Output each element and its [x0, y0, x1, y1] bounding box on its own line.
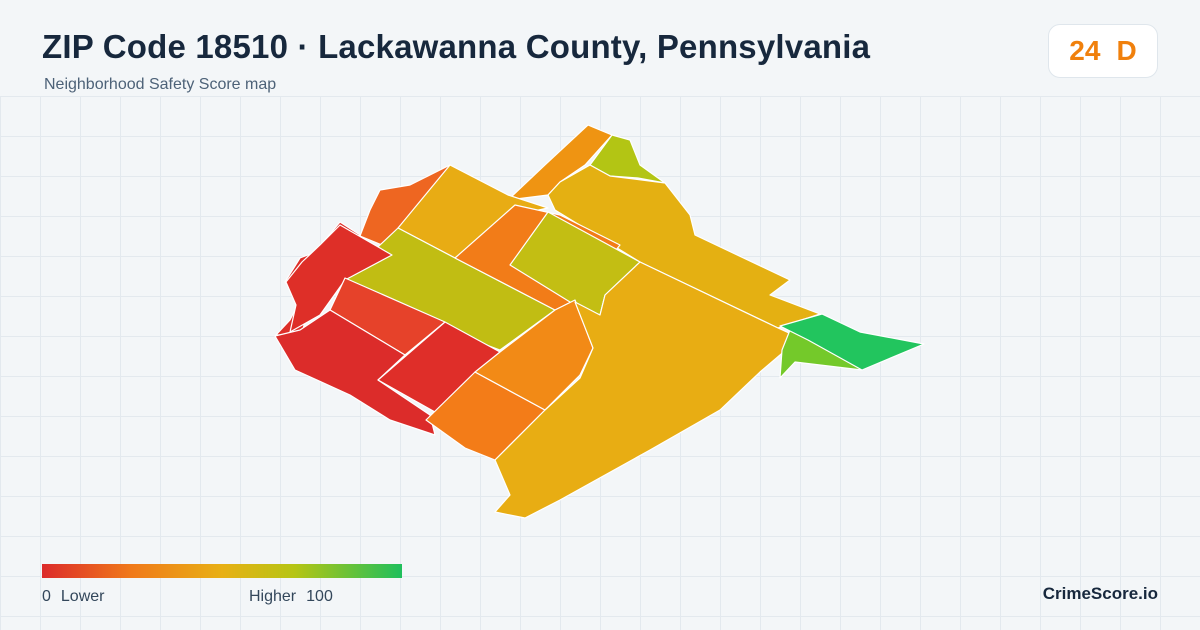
- legend-color-scale: [42, 564, 402, 578]
- brand-logo-text: CrimeScore.io: [1042, 584, 1158, 603]
- legend-max: Higher 100: [249, 588, 333, 606]
- score-badge: 24 D: [1048, 24, 1158, 78]
- page-subtitle: Neighborhood Safety Score map: [44, 76, 277, 93]
- legend-min-label: Lower: [60, 588, 105, 605]
- map-region-east-band[interactable]: [547, 164, 821, 329]
- map-region-east-green-tip[interactable]: [779, 313, 925, 371]
- legend-max-label: Higher: [249, 588, 297, 605]
- map-region-southeast-large-yellow[interactable]: [494, 261, 801, 519]
- legend-min: 0 Lower: [42, 588, 104, 606]
- score-value: 24: [1069, 35, 1101, 66]
- page-title: ZIP Code 18510 · Lackawanna County, Penn…: [42, 28, 871, 65]
- legend-min-value: 0: [42, 588, 51, 605]
- map-region-west-red-block[interactable]: [285, 224, 393, 333]
- score-grade: D: [1116, 35, 1137, 66]
- legend-max-value: 100: [306, 588, 333, 605]
